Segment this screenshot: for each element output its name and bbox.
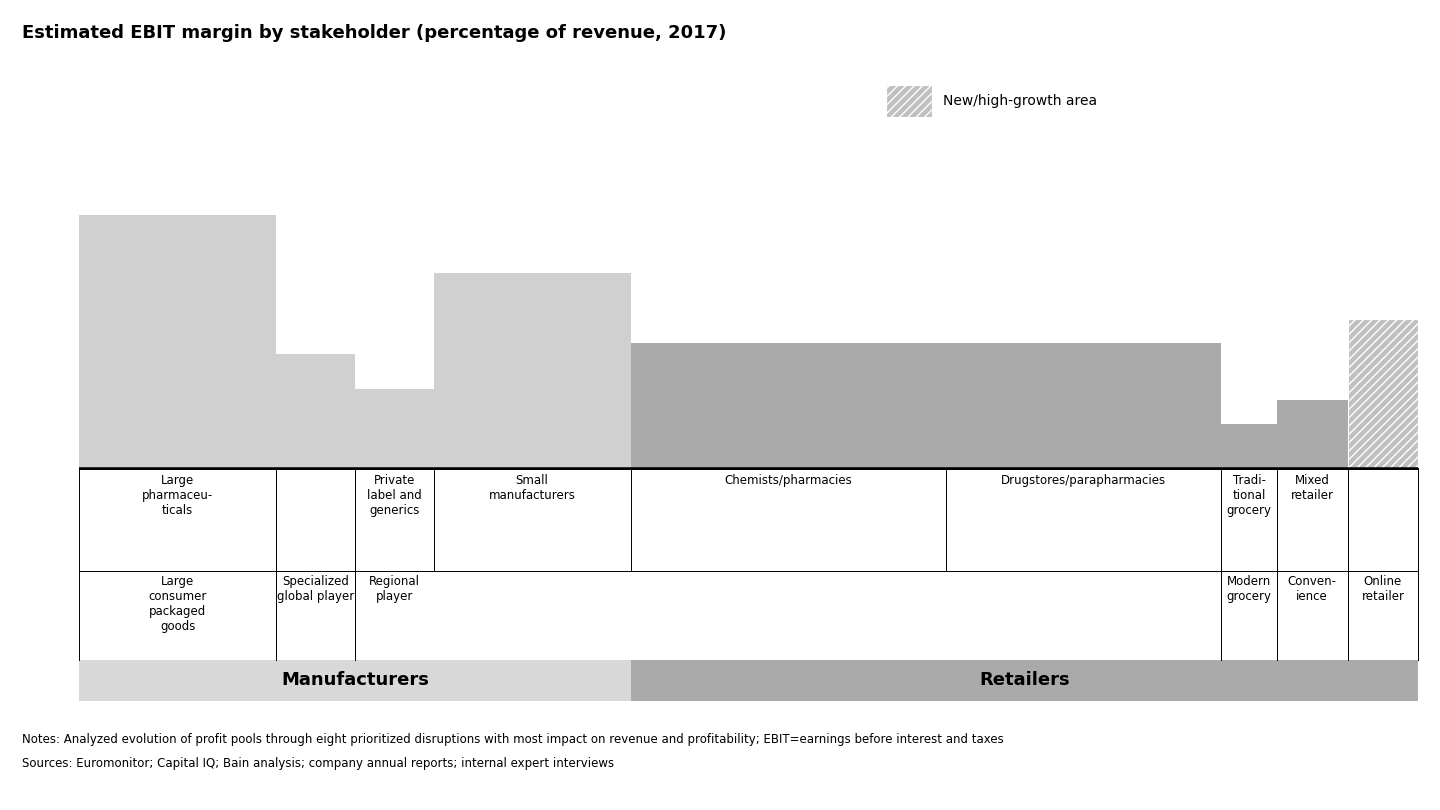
Bar xyxy=(79,215,276,470)
Text: Mixed
retailer: Mixed retailer xyxy=(1290,474,1333,502)
Text: Manufacturers: Manufacturers xyxy=(281,671,429,689)
Text: Online
retailer: Online retailer xyxy=(1361,575,1404,603)
Text: Large
pharmaceu-
ticals: Large pharmaceu- ticals xyxy=(143,474,213,517)
Text: Large
consumer
packaged
goods: Large consumer packaged goods xyxy=(148,575,207,633)
Bar xyxy=(1221,424,1277,470)
Text: Drugstores/parapharmacies: Drugstores/parapharmacies xyxy=(1001,474,1166,487)
Bar xyxy=(631,343,946,470)
Bar xyxy=(354,389,433,470)
Text: Private
label and
generics: Private label and generics xyxy=(367,474,422,517)
Text: Specialized
global player: Specialized global player xyxy=(276,575,354,603)
Text: New/high-growth area: New/high-growth area xyxy=(943,94,1097,109)
Bar xyxy=(1277,400,1348,470)
Text: Estimated EBIT margin by stakeholder (percentage of revenue, 2017): Estimated EBIT margin by stakeholder (pe… xyxy=(22,24,726,42)
Text: Retailers: Retailers xyxy=(979,671,1070,689)
Text: Regional
player: Regional player xyxy=(369,575,420,603)
Bar xyxy=(276,354,354,470)
Text: Sources: Euromonitor; Capital IQ; Bain analysis; company annual reports; interna: Sources: Euromonitor; Capital IQ; Bain a… xyxy=(22,757,613,770)
Text: Notes: Analyzed evolution of profit pools through eight prioritized disruptions : Notes: Analyzed evolution of profit pool… xyxy=(22,733,1004,746)
Text: Small
manufacturers: Small manufacturers xyxy=(488,474,576,502)
Bar xyxy=(433,273,631,470)
Text: Chemists/pharmacies: Chemists/pharmacies xyxy=(724,474,852,487)
Text: Tradi-
tional
grocery: Tradi- tional grocery xyxy=(1227,474,1272,517)
Text: Modern
grocery: Modern grocery xyxy=(1227,575,1272,603)
Bar xyxy=(946,343,1221,470)
Bar xyxy=(1348,319,1418,470)
Text: Conven-
ience: Conven- ience xyxy=(1287,575,1336,603)
